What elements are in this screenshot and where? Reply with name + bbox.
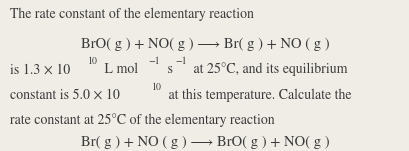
Text: Br( g ) + NO₂( g ) ⟶ BrO( g ) + NO( g ): Br( g ) + NO₂( g ) ⟶ BrO( g ) + NO( g ) (81, 136, 328, 149)
Text: at 25°C, and its equilibrium: at 25°C, and its equilibrium (190, 63, 347, 76)
Text: The rate constant of the elementary reaction: The rate constant of the elementary reac… (10, 8, 254, 21)
Text: −1: −1 (175, 56, 187, 66)
Text: constant is 5.0 × 10: constant is 5.0 × 10 (10, 88, 120, 102)
Text: rate constant at 25°C of the elementary reaction: rate constant at 25°C of the elementary … (10, 113, 274, 127)
Text: L mol: L mol (101, 63, 137, 76)
Text: 10: 10 (152, 82, 162, 92)
Text: −1: −1 (148, 56, 160, 66)
Text: at this temperature. Calculate the: at this temperature. Calculate the (164, 88, 351, 102)
Text: is 1.3 × 10: is 1.3 × 10 (10, 63, 70, 76)
Text: 10: 10 (88, 56, 98, 66)
Text: BrO( g ) + NO( g ) ⟶ Br( g ) + NO₂( g ): BrO( g ) + NO( g ) ⟶ Br( g ) + NO₂( g ) (81, 38, 328, 51)
Text: s: s (163, 63, 172, 76)
